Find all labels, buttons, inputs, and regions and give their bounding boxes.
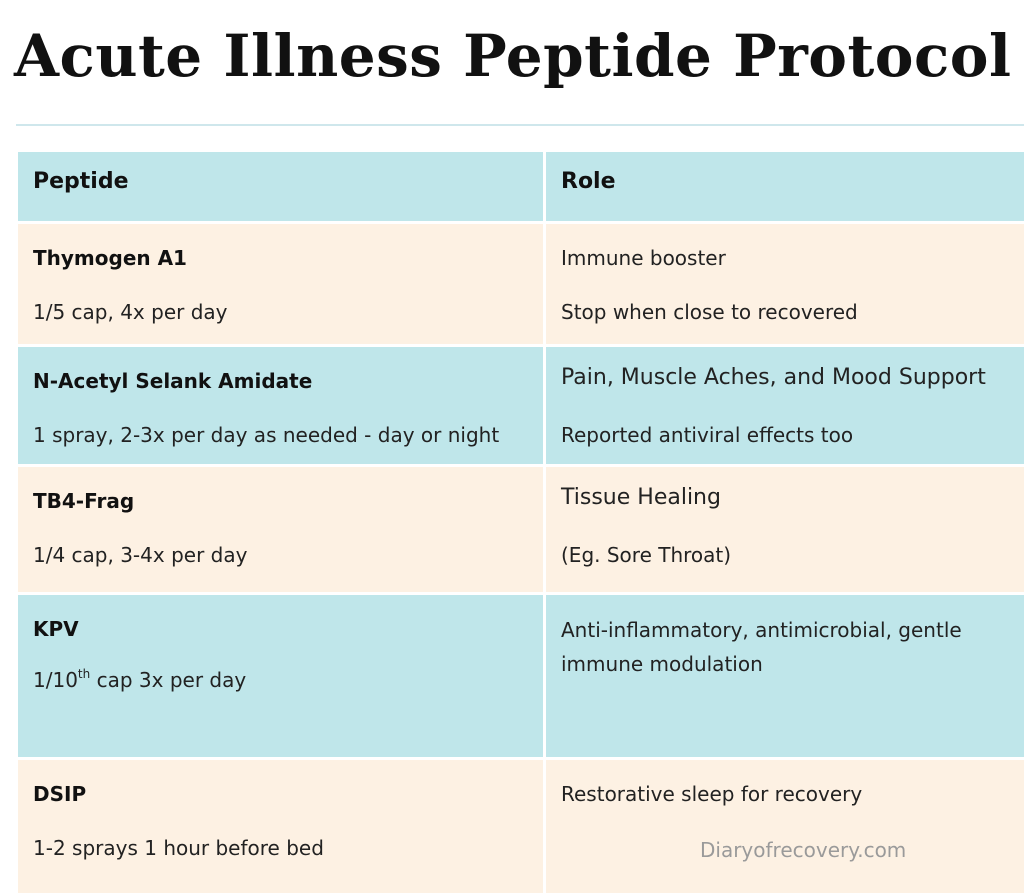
watermark: Diaryofrecovery.com: [700, 838, 907, 862]
peptide-cell: Thymogen A1 1/5 cap, 4x per day: [18, 224, 546, 344]
dose-prefix: 1/10: [33, 668, 78, 692]
header-peptide-label: Peptide: [33, 169, 129, 194]
title-divider: [16, 124, 1024, 126]
role-cell: Immune booster Stop when close to recove…: [546, 224, 1024, 344]
role-note: Stop when close to recovered: [561, 300, 858, 324]
table-header-row: Peptide Role: [18, 152, 1024, 224]
table-row: KPV 1/10th cap 3x per day Anti-inflammat…: [18, 595, 1024, 760]
peptide-name: TB4-Frag: [33, 489, 135, 513]
peptide-name: N-Acetyl Selank Amidate: [33, 369, 313, 393]
role-text: Anti-inflammatory, antimicrobial, gentle…: [561, 618, 962, 676]
peptide-name: KPV: [33, 617, 79, 641]
table-row: DSIP 1-2 sprays 1 hour before bed Restor…: [18, 760, 1024, 893]
dose-suffix: cap 3x per day: [90, 668, 247, 692]
header-cell-role: Role: [546, 152, 1024, 221]
peptide-dose: 1-2 sprays 1 hour before bed: [33, 836, 324, 860]
table-row: TB4-Frag 1/4 cap, 3-4x per day Tissue He…: [18, 467, 1024, 595]
peptide-dose: 1/5 cap, 4x per day: [33, 300, 228, 324]
peptide-name: DSIP: [33, 782, 87, 806]
role-cell: Tissue Healing (Eg. Sore Throat): [546, 467, 1024, 592]
role-cell: Pain, Muscle Aches, and Mood Support Rep…: [546, 347, 1024, 464]
role-note: Reported antiviral effects too: [561, 423, 854, 447]
role-cell: Restorative sleep for recovery: [546, 760, 1024, 893]
protocol-table: Peptide Role Thymogen A1 1/5 cap, 4x per…: [18, 152, 1024, 893]
page-title: Acute Illness Peptide Protocol: [14, 22, 1012, 90]
peptide-name: Thymogen A1: [33, 246, 187, 270]
role-text: Restorative sleep for recovery: [561, 782, 863, 806]
peptide-cell: N-Acetyl Selank Amidate 1 spray, 2-3x pe…: [18, 347, 546, 464]
peptide-cell: KPV 1/10th cap 3x per day: [18, 595, 546, 757]
peptide-cell: TB4-Frag 1/4 cap, 3-4x per day: [18, 467, 546, 592]
role-text: Tissue Healing: [561, 485, 721, 510]
peptide-cell: DSIP 1-2 sprays 1 hour before bed: [18, 760, 546, 893]
role-note: (Eg. Sore Throat): [561, 543, 732, 567]
header-cell-peptide: Peptide: [18, 152, 546, 221]
dose-superscript: th: [77, 667, 91, 681]
role-text: Pain, Muscle Aches, and Mood Support: [561, 365, 986, 390]
peptide-dose: 1 spray, 2-3x per day as needed - day or…: [33, 423, 500, 447]
role-cell: Anti-inflammatory, antimicrobial, gentle…: [546, 595, 1024, 757]
peptide-dose: 1/10th cap 3x per day: [33, 667, 246, 692]
table-row: Thymogen A1 1/5 cap, 4x per day Immune b…: [18, 224, 1024, 347]
table-row: N-Acetyl Selank Amidate 1 spray, 2-3x pe…: [18, 347, 1024, 467]
peptide-dose: 1/4 cap, 3-4x per day: [33, 543, 248, 567]
header-role-label: Role: [561, 169, 616, 194]
role-text: Immune booster: [561, 246, 726, 270]
